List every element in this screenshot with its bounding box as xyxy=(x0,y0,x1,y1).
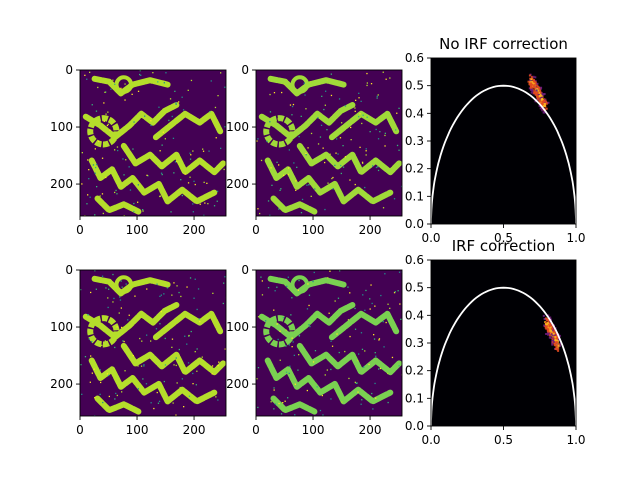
tissue-pattern xyxy=(81,70,226,216)
x-tick-label: 0.0 xyxy=(421,433,440,447)
universal-semicircle xyxy=(431,84,576,224)
bottom-middle-image-panel: 0 100 200 0 100 200 xyxy=(226,263,403,437)
x-tick-label: 0 xyxy=(252,423,260,437)
top-middle-image-panel: 0 100 200 0 100 200 xyxy=(226,63,403,237)
universal-semicircle xyxy=(431,286,576,426)
image-background xyxy=(256,70,402,216)
image-background xyxy=(80,270,226,416)
x-tick-label: 200 xyxy=(183,223,206,237)
x-tick-label: 200 xyxy=(183,423,206,437)
y-tick-label: 200 xyxy=(50,377,73,391)
y-tick-label: 0.6 xyxy=(405,253,424,267)
axes-frame xyxy=(79,269,227,417)
chart-title: IRF correction xyxy=(452,237,556,255)
x-tick-label: 100 xyxy=(302,423,325,437)
y-tick-label: 0.2 xyxy=(405,162,424,176)
y-tick-label: 0.1 xyxy=(405,391,424,405)
tissue-pattern xyxy=(256,71,402,216)
chart-title: No IRF correction xyxy=(439,35,568,53)
phasor-density xyxy=(527,73,550,114)
y-tick-label: 0.4 xyxy=(405,106,424,120)
x-tick-label: 200 xyxy=(359,223,382,237)
x-tick-label: 100 xyxy=(126,423,149,437)
y-tick-label: 0.5 xyxy=(405,79,424,93)
y-tick-label: 0.3 xyxy=(405,336,424,350)
y-tick-label: 100 xyxy=(226,120,249,134)
y-tick-label: 0 xyxy=(65,63,73,77)
top-left-image-panel: 0 100 200 0 100 200 xyxy=(50,63,227,237)
x-tick-label: 0 xyxy=(252,223,260,237)
y-tick-label: 0.0 xyxy=(405,419,424,433)
bottom-left-image-panel: 0 100 200 0 100 200 xyxy=(50,263,227,437)
image-background xyxy=(256,270,402,416)
y-tick-label: 100 xyxy=(50,120,73,134)
y-tick-label: 0 xyxy=(241,63,249,77)
x-tick-label: 0.5 xyxy=(494,231,513,245)
y-tick-label: 100 xyxy=(226,320,249,334)
x-tick-label: 0.0 xyxy=(421,231,440,245)
x-tick-label: 0 xyxy=(76,223,84,237)
y-tick-label: 200 xyxy=(50,177,73,191)
y-tick-label: 200 xyxy=(226,177,249,191)
y-tick-label: 200 xyxy=(226,377,249,391)
axes-frame xyxy=(255,269,403,417)
phasor-background xyxy=(431,58,576,224)
axes-frame xyxy=(255,69,403,217)
y-tick-label: 0 xyxy=(241,263,249,277)
x-tick-label: 100 xyxy=(302,223,325,237)
x-tick-label: 1.0 xyxy=(566,433,585,447)
y-tick-label: 0.2 xyxy=(405,364,424,378)
axes-frame xyxy=(79,69,227,217)
y-tick-label: 0.1 xyxy=(405,189,424,203)
top-right-phasor-panel: No IRF correction 0.0 0.5 1.0 0.0 0.1 0.2 0.3 0.… xyxy=(405,35,586,245)
x-tick-label: 0 xyxy=(76,423,84,437)
y-tick-label: 0.3 xyxy=(405,134,424,148)
y-tick-label: 0 xyxy=(65,263,73,277)
x-tick-label: 100 xyxy=(126,223,149,237)
tissue-pattern xyxy=(80,270,226,416)
y-tick-label: 100 xyxy=(50,320,73,334)
y-tick-label: 0.6 xyxy=(405,51,424,65)
y-tick-label: 0.5 xyxy=(405,281,424,295)
x-tick-label: 1.0 xyxy=(566,231,585,245)
bottom-right-phasor-panel: IRF correction 0.0 0.5 1.0 0.0 0.1 0.2 0.3 0.4 0.… xyxy=(405,237,586,447)
y-tick-label: 0.4 xyxy=(405,308,424,322)
x-tick-label: 200 xyxy=(359,423,382,437)
x-tick-label: 0.5 xyxy=(494,433,513,447)
y-tick-label: 0.0 xyxy=(405,217,424,231)
tissue-pattern xyxy=(256,270,402,416)
